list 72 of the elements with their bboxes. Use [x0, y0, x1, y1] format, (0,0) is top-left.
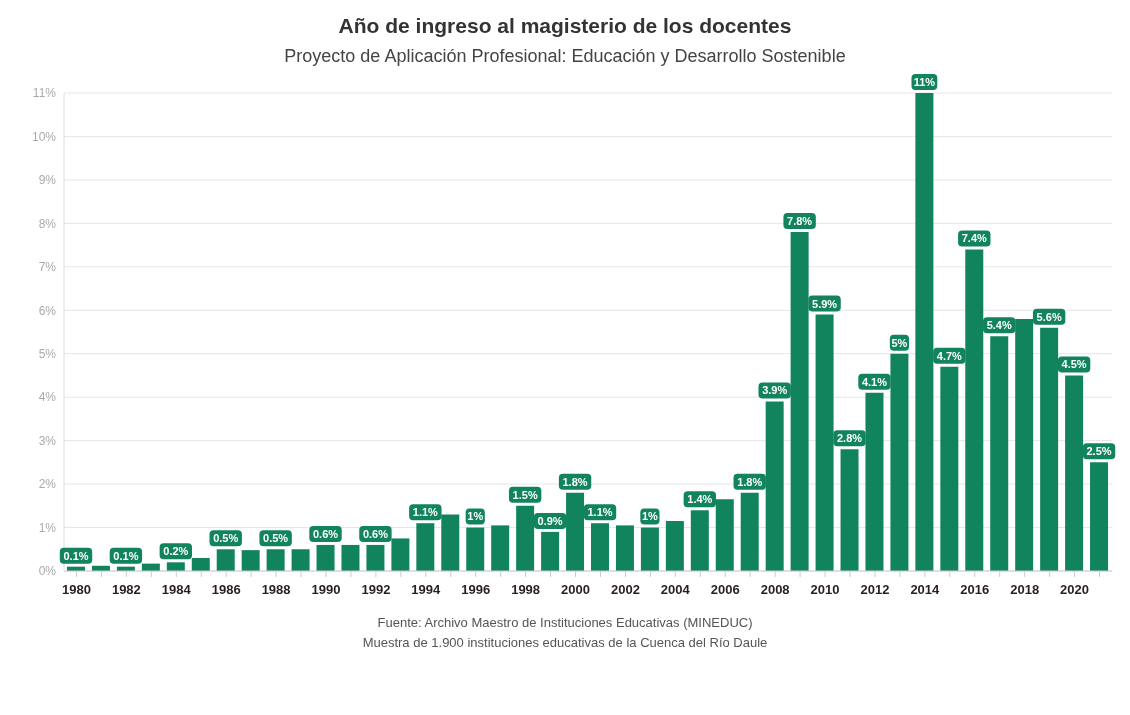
- data-label: 5.4%: [986, 319, 1012, 332]
- data-label: 3.9%: [762, 384, 788, 397]
- data-label: 4.7%: [936, 349, 963, 362]
- data-label: 0.6%: [362, 527, 389, 540]
- x-tick-label: 1982: [111, 582, 141, 598]
- data-label: 5.9%: [812, 297, 838, 310]
- data-label: 5.6%: [1036, 310, 1062, 323]
- y-tick-label: 4%: [38, 390, 57, 405]
- data-label: 0.5%: [263, 532, 289, 545]
- bar: [665, 521, 684, 571]
- x-tick-label: 1980: [62, 582, 91, 598]
- chart-subtitle: Proyecto de Aplicación Profesional: Educación y Desarrollo Sostenible: [283, 46, 847, 67]
- data-label: 1%: [641, 510, 659, 523]
- data-label: 1.8%: [562, 475, 588, 488]
- y-tick-label: 8%: [38, 216, 57, 231]
- data-label: 11%: [913, 75, 936, 88]
- y-tick-label: 1%: [38, 520, 57, 535]
- bar: [291, 549, 310, 571]
- y-tick-label: 0%: [38, 564, 57, 579]
- x-tick-label: 2014: [910, 582, 941, 598]
- data-label: 4.5%: [1061, 358, 1087, 371]
- x-tick-label: 1994: [411, 582, 442, 598]
- data-label: 2.8%: [836, 432, 863, 445]
- data-label: 2.5%: [1086, 445, 1112, 458]
- data-label: 0.1%: [63, 549, 89, 562]
- x-tick-label: 2006: [710, 582, 740, 598]
- x-tick-label: 2008: [760, 582, 790, 598]
- x-tick-label: 2012: [860, 582, 890, 598]
- y-tick-label: 11%: [32, 86, 57, 101]
- x-tick-label: 1990: [311, 582, 341, 598]
- data-label: 0.6%: [312, 527, 339, 540]
- y-tick-label: 5%: [38, 346, 57, 361]
- x-tick-label: 2004: [660, 582, 691, 598]
- x-tick-label: 1988: [261, 582, 291, 598]
- x-tick-label: 1986: [211, 582, 241, 598]
- text: Muestra de 1.900 instituciones educativas de la Cuenca del Río Daule: [361, 634, 769, 652]
- x-tick-label: 2020: [1060, 582, 1090, 598]
- y-tick-label: 9%: [38, 173, 57, 188]
- x-tick-label: 1998: [511, 582, 541, 598]
- x-tick-label: 1984: [161, 582, 192, 598]
- x-tick-label: 2002: [610, 582, 640, 598]
- data-label: 1%: [467, 510, 484, 523]
- y-tick-label: 3%: [38, 433, 57, 448]
- x-tick-label: 2000: [561, 582, 590, 598]
- source-note: Fuente: Archivo Maestro de Instituciones Educativas (MINEDUC): [376, 614, 754, 632]
- data-label: 1.4%: [687, 493, 713, 506]
- x-tick-label: 2010: [810, 582, 840, 598]
- data-label: 4.1%: [861, 375, 888, 388]
- data-label: 0.1%: [113, 549, 139, 562]
- data-label: 5%: [891, 336, 908, 349]
- x-tick-label: 1992: [361, 582, 391, 598]
- chart-title: Año de ingreso al magisterio de los docentes: [337, 14, 793, 38]
- x-tick-label: 2018: [1010, 582, 1040, 598]
- data-label: 1.1%: [412, 506, 439, 519]
- y-tick-label: 6%: [38, 303, 57, 318]
- bar: [241, 550, 260, 571]
- y-tick-label: 7%: [38, 260, 57, 275]
- y-tick-label: 10%: [31, 129, 57, 144]
- data-label: 1.8%: [737, 475, 763, 488]
- bar: [341, 544, 360, 571]
- bar: [615, 525, 634, 571]
- data-label: 7.4%: [961, 232, 988, 245]
- data-label: 0.2%: [163, 545, 189, 558]
- data-label: 1.1%: [587, 506, 613, 519]
- x-tick-label: 2016: [960, 582, 990, 598]
- bar: [491, 525, 510, 571]
- data-label: 0.5%: [213, 532, 239, 545]
- data-label: 7.8%: [787, 214, 813, 227]
- x-tick-label: 1996: [461, 582, 491, 598]
- data-label: 0.9%: [537, 514, 563, 527]
- data-label: 1.5%: [512, 488, 538, 501]
- y-tick-label: 2%: [38, 477, 57, 492]
